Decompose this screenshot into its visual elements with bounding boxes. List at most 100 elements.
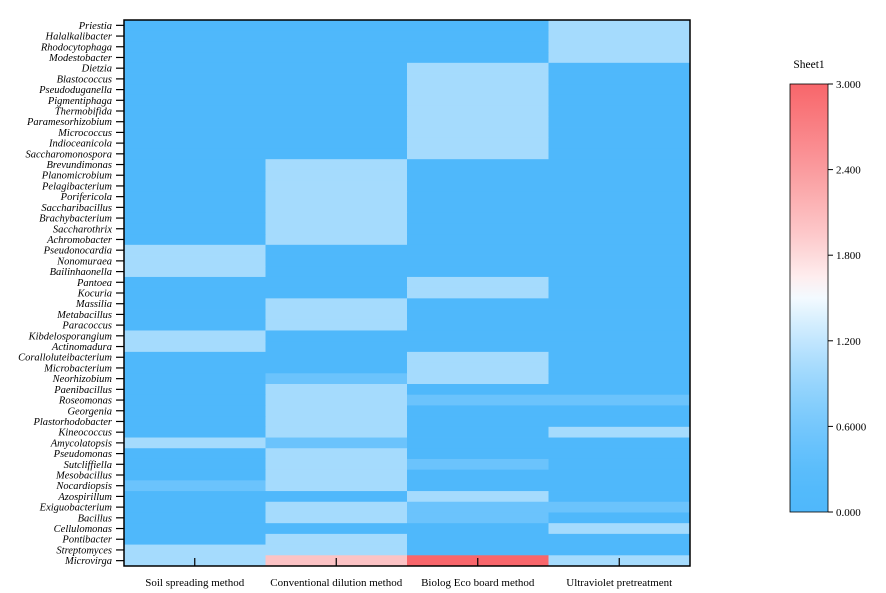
- heatmap-cell: [124, 362, 266, 374]
- row-label: Sutcliffiella: [64, 460, 112, 471]
- heatmap-cell: [407, 73, 549, 85]
- heatmap-cell: [124, 480, 266, 492]
- heatmap-cell: [548, 426, 691, 438]
- row-label: Microbacterium: [43, 363, 112, 374]
- heatmap-cell: [548, 234, 691, 246]
- heatmap-cell: [407, 448, 549, 460]
- heatmap-cell: [407, 544, 549, 556]
- heatmap-cell: [124, 533, 266, 545]
- heatmap-cell: [407, 180, 549, 192]
- heatmap-cell: [407, 319, 549, 331]
- heatmap-cell: [124, 255, 266, 267]
- heatmap-cell: [124, 30, 266, 42]
- heatmap-cell: [548, 169, 691, 181]
- row-label: Thermobifida: [55, 107, 112, 118]
- heatmap-cell: [407, 416, 549, 428]
- heatmap-cell: [548, 394, 691, 406]
- heatmap-cell: [265, 394, 408, 406]
- heatmap-cell: [265, 105, 408, 117]
- row-label: Massilia: [75, 299, 112, 310]
- heatmap-cell: [548, 351, 691, 363]
- heatmap-cell: [407, 244, 549, 256]
- row-label: Roseomonas: [58, 396, 112, 407]
- heatmap-cell: [548, 523, 691, 535]
- heatmap-cell: [265, 448, 408, 460]
- heatmap-cell: [265, 437, 408, 449]
- heatmap-cell: [548, 137, 691, 149]
- heatmap-cell: [265, 20, 408, 32]
- heatmap-cell: [548, 416, 691, 428]
- heatmap-cell: [265, 73, 408, 85]
- heatmap-cell: [124, 544, 266, 556]
- heatmap-cell: [407, 137, 549, 149]
- row-label: Cellulomonas: [54, 524, 112, 535]
- heatmap-cell: [265, 319, 408, 331]
- column-label: Biolog Eco board method: [421, 577, 535, 589]
- heatmap-cell: [548, 202, 691, 214]
- heatmap-cell: [265, 276, 408, 289]
- heatmap-cell: [407, 127, 549, 139]
- row-label: Dietzia: [81, 64, 112, 75]
- heatmap-cell: [124, 169, 266, 181]
- heatmap-cell: [124, 148, 266, 160]
- colorbar-title: Sheet1: [793, 59, 825, 71]
- heatmap-cell: [548, 212, 691, 224]
- heatmap-cell: [407, 266, 549, 278]
- heatmap-cell: [548, 148, 691, 160]
- row-label: Modestobacter: [48, 53, 113, 64]
- heatmap-cell: [548, 448, 691, 460]
- heatmap-cell: [407, 341, 549, 353]
- heatmap-cell: [548, 287, 691, 299]
- row-label: Bacillus: [78, 513, 112, 524]
- heatmap-cell: [265, 62, 408, 74]
- column-labels: Soil spreading method Conventional diluti…: [145, 577, 672, 589]
- heatmap-cell: [407, 351, 549, 363]
- heatmap-cell: [548, 341, 691, 353]
- heatmap-cell: [548, 62, 691, 74]
- heatmap-cell: [407, 491, 549, 503]
- heatmap-cell: [124, 309, 266, 321]
- colorbar-tick-label: 1.800: [836, 250, 861, 262]
- heatmap-cell: [407, 469, 549, 481]
- row-label: Pontibacter: [61, 535, 112, 546]
- heatmap-cell: [265, 469, 408, 481]
- heatmap-cell: [265, 212, 408, 224]
- heatmap-cell: [124, 373, 266, 385]
- heatmap-cell: [124, 234, 266, 246]
- heatmap-cell: [548, 469, 691, 481]
- heatmap-cell: [124, 394, 266, 406]
- heatmap-cell: [265, 41, 408, 53]
- heatmap-cell: [124, 469, 266, 481]
- row-label: Pantoea: [76, 278, 112, 289]
- heatmap-cell: [124, 287, 266, 299]
- heatmap-cell: [548, 533, 691, 545]
- heatmap-cell: [265, 351, 408, 363]
- heatmap-cell: [124, 491, 266, 503]
- row-label: Bailinhaonella: [50, 267, 112, 278]
- heatmap-cell: [407, 384, 549, 396]
- row-label: Coralloluteibacterium: [18, 353, 112, 364]
- heatmap-cell: [265, 255, 408, 267]
- heatmap-cell: [265, 384, 408, 396]
- colorbar: Sheet1 0.000 0.6000 1.200 1.800 2.400 3.000: [789, 59, 867, 519]
- heatmap-cell: [407, 84, 549, 96]
- heatmap-cell: [265, 512, 408, 524]
- heatmap-cell: [548, 244, 691, 256]
- heatmap-cell: [548, 319, 691, 331]
- heatmap-cell: [265, 298, 408, 310]
- heatmap-cell: [548, 491, 691, 503]
- heatmap-cell: [265, 234, 408, 246]
- heatmap-cell: [265, 244, 408, 256]
- heatmap-cell: [548, 437, 691, 449]
- heatmap-cell: [124, 501, 266, 513]
- heatmap-cells: [124, 20, 691, 567]
- heatmap-cell: [265, 362, 408, 374]
- heatmap-cell: [407, 523, 549, 535]
- heatmap-cell: [265, 426, 408, 438]
- row-label: Pigmentiphaga: [47, 96, 112, 107]
- row-label: Planomicrobium: [41, 171, 113, 182]
- heatmap-cell: [265, 266, 408, 278]
- heatmap-cell: [265, 127, 408, 139]
- heatmap-cell: [407, 234, 549, 246]
- heatmap-cell: [124, 159, 266, 171]
